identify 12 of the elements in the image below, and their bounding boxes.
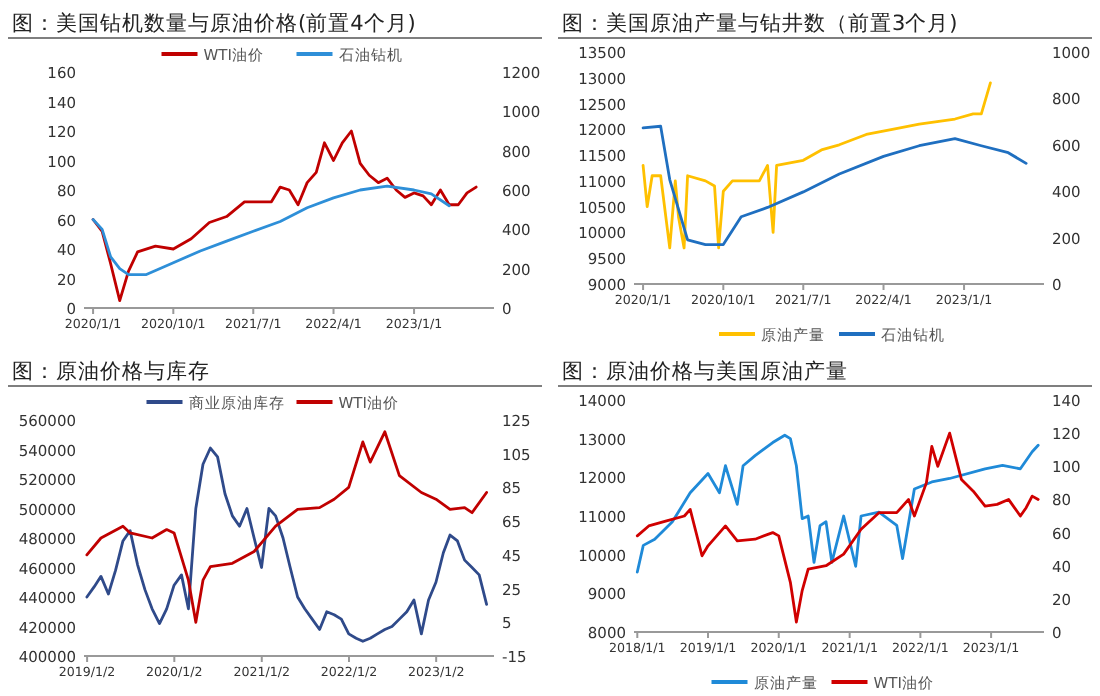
line-series: [641, 124, 1028, 246]
chart-title: 图：美国原油产量与钻井数（前置3个月): [562, 10, 958, 36]
line-series: [85, 430, 488, 624]
line-series: [85, 446, 488, 643]
line-series: [635, 431, 1040, 624]
chart-title: 图：原油价格与库存: [12, 358, 210, 384]
line-series: [635, 433, 1040, 574]
chart-title: 图：美国钻机数量与原油价格(前置4个月): [12, 10, 416, 36]
line-series: [91, 129, 478, 303]
line-series: [641, 81, 992, 250]
line-series: [91, 184, 451, 276]
chart-title: 图：原油价格与美国原油产量: [562, 358, 848, 384]
